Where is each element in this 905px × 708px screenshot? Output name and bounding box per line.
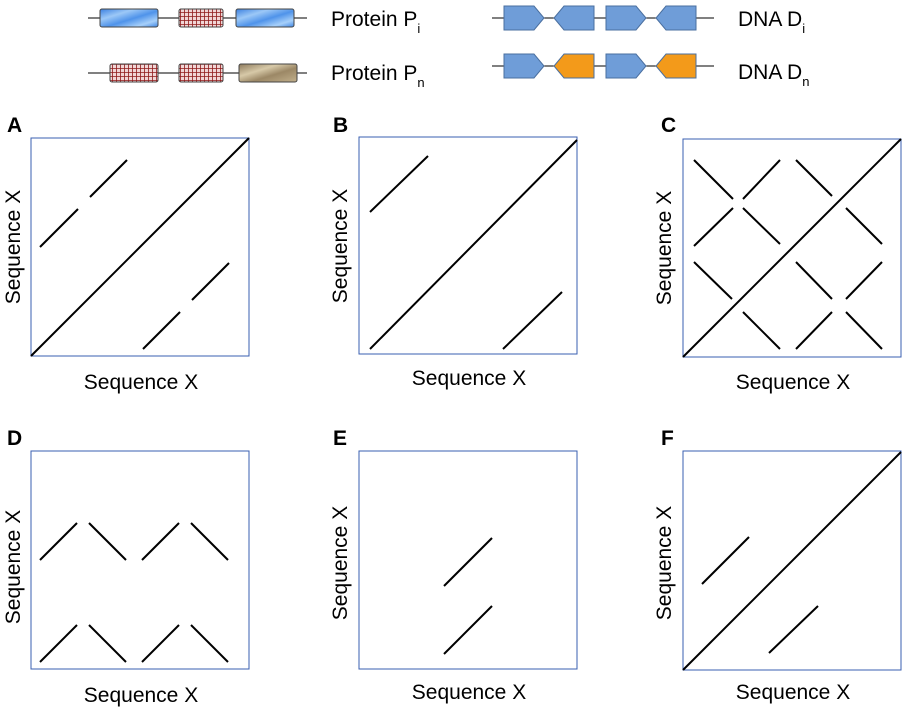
panel-c-x-axis-label: Sequence X — [736, 371, 850, 394]
dna-di-gene-arrow-4-left — [655, 5, 697, 31]
panel-c-dot-segment-9 — [845, 261, 883, 300]
dna-dn-arrows — [503, 53, 697, 79]
protein-pi-domain-water-1 — [99, 8, 159, 28]
protein-pi-label: Protein Pi — [331, 8, 420, 36]
panel-d-y-axis-label: Sequence X — [2, 510, 25, 624]
dna-dn-legend: DNA Dn — [492, 53, 809, 89]
panel-a-main-diagonal — [30, 137, 250, 357]
panel-f-dot-segment-2 — [768, 605, 819, 654]
panel-b-plot-frame — [358, 136, 578, 355]
protein-pi-domain-water-2 — [235, 8, 295, 28]
panel-b: B Sequence X Sequence X — [329, 114, 578, 390]
panel-c-y-axis-label: Sequence X — [653, 191, 676, 305]
protein-pi-subscript: i — [417, 21, 420, 36]
dna-di-subscript: i — [802, 21, 805, 36]
panel-e-plot-frame — [358, 450, 578, 670]
dna-di-legend: DNA Di — [492, 5, 805, 36]
protein-pn-subscript: n — [417, 75, 424, 90]
panel-a: A Sequence X Sequence X — [2, 114, 250, 394]
panel-f-y-axis-label: Sequence X — [653, 506, 676, 620]
legend: Protein Pi Protein Pn DNA Di DNA Dn — [88, 5, 809, 90]
panel-c-dot-segment-12 — [845, 311, 883, 350]
panel-a-dot-segment-4 — [191, 262, 230, 301]
panel-d-dot-segment-6 — [88, 624, 127, 663]
dna-dn-label: DNA Dn — [738, 61, 809, 89]
panel-a-letter: A — [7, 114, 22, 137]
panel-c-dot-segment-5 — [742, 207, 781, 245]
panel-f: F Sequence X Sequence X — [653, 427, 902, 704]
panel-c-dot-segment-10 — [742, 311, 781, 350]
panel-b-dot-segment-1 — [369, 155, 429, 213]
panel-a-y-axis-label: Sequence X — [2, 190, 25, 304]
panel-e-dot-segment-2 — [443, 605, 493, 655]
panel-a-dot-segment-3 — [142, 311, 181, 350]
panel-c-dot-segment-3 — [795, 159, 833, 197]
dna-di-label: DNA Di — [738, 8, 805, 36]
dna-dn-gene-arrow-1-right — [503, 53, 545, 79]
panel-d-plot-frame — [30, 450, 250, 670]
panel-c-dot-segment-2 — [742, 159, 781, 200]
panel-e-x-axis-label: Sequence X — [412, 681, 526, 704]
panel-b-y-axis-label: Sequence X — [329, 189, 352, 303]
dna-dn-gene-arrow-2-left — [553, 53, 595, 79]
panel-e-dot-segment-1 — [443, 537, 493, 587]
panel-d-dot-segment-4 — [190, 522, 229, 561]
panel-d-dot-segment-7 — [141, 624, 180, 663]
panel-c-letter: C — [661, 114, 676, 137]
panel-c-dot-segment-11 — [795, 311, 833, 350]
panel-c-dot-segment-6 — [845, 207, 883, 245]
protein-pn-domain-stone — [238, 63, 298, 83]
protein-pi-domain-grid — [178, 8, 224, 28]
dna-di-gene-arrow-1-right — [503, 5, 545, 31]
panel-f-main-diagonal — [682, 451, 902, 671]
protein-pn-domain-grid-1 — [109, 63, 159, 83]
panel-d-dot-segment-8 — [190, 624, 229, 663]
protein-pn-legend: Protein Pn — [88, 62, 425, 90]
dna-di-gene-arrow-3-right — [605, 5, 647, 31]
panel-d: D Sequence X Sequence X — [2, 427, 250, 707]
protein-pn-domain-grid-2 — [178, 63, 224, 83]
panel-a-dot-segment-1 — [39, 208, 79, 248]
protein-pi-legend: Protein Pi — [88, 8, 420, 36]
panel-d-dot-segment-3 — [141, 522, 180, 561]
panel-f-letter: F — [661, 427, 674, 450]
panel-e: E Sequence X Sequence X — [329, 427, 578, 704]
panel-a-x-axis-label: Sequence X — [84, 371, 198, 394]
panel-d-dot-segment-1 — [39, 522, 78, 561]
dna-di-gene-arrow-2-left — [553, 5, 595, 31]
dna-dn-subscript: n — [802, 74, 809, 89]
panel-c-main-diagonal — [682, 138, 902, 358]
panel-b-letter: B — [333, 114, 348, 137]
panel-c-dot-segment-4 — [693, 207, 734, 247]
panel-a-dot-segment-2 — [89, 159, 128, 198]
panel-c: C Sequence X Sequence X — [653, 114, 902, 394]
panel-f-x-axis-label: Sequence X — [736, 681, 850, 704]
protein-pn-label: Protein Pn — [331, 62, 425, 90]
dna-di-arrows — [503, 5, 697, 31]
panel-f-dot-segment-1 — [701, 536, 750, 585]
panel-c-dot-segment-8 — [795, 261, 833, 300]
panel-d-dot-segment-2 — [88, 522, 127, 561]
panel-b-x-axis-label: Sequence X — [412, 367, 526, 390]
panel-e-letter: E — [333, 427, 347, 450]
panel-d-dot-segment-5 — [39, 624, 78, 663]
panel-b-dot-segment-2 — [502, 291, 563, 350]
dna-dn-gene-arrow-4-left — [655, 53, 697, 79]
panel-d-x-axis-label: Sequence X — [84, 684, 198, 707]
panel-e-y-axis-label: Sequence X — [329, 506, 352, 620]
panel-d-letter: D — [7, 427, 22, 450]
panel-c-dot-segment-1 — [693, 159, 734, 200]
dna-dn-gene-arrow-3-right — [605, 53, 647, 79]
panel-b-main-diagonal — [369, 139, 578, 350]
panel-c-dot-segment-7 — [693, 261, 733, 300]
